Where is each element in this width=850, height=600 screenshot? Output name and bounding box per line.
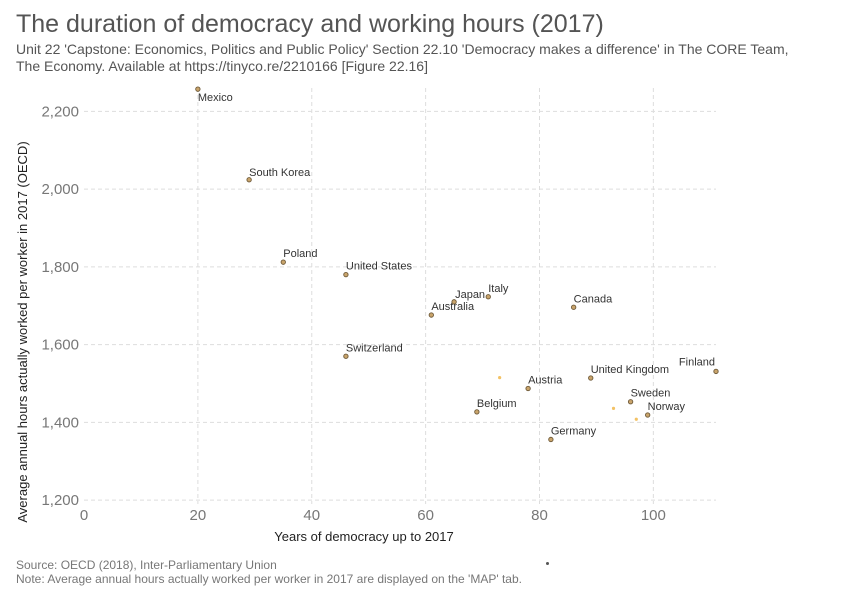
data-point-south-korea <box>246 177 252 183</box>
data-point-canada <box>571 304 577 310</box>
point-label-mexico: Mexico <box>198 92 233 104</box>
y-tick-label: 2,200 <box>41 103 79 120</box>
x-tick-label: 20 <box>190 507 207 524</box>
point-label-finland: Finland <box>679 356 715 368</box>
data-point-norway <box>645 412 651 418</box>
unlabeled-data-point <box>498 376 502 380</box>
grid-lines <box>84 88 716 504</box>
point-label-japan: Japan <box>455 289 485 301</box>
unlabeled-data-point <box>611 406 616 410</box>
point-label-norway: Norway <box>648 401 686 413</box>
footnote: Note: Average annual hours actually work… <box>16 572 522 586</box>
x-tick-label: 80 <box>531 507 548 524</box>
unlabeled-data-point <box>634 417 638 421</box>
source-note: Source: OECD (2018), Inter-Parliamentary… <box>16 558 277 572</box>
data-point-switzerland <box>343 353 349 359</box>
x-axis-label: Years of democracy up to 2017 <box>274 529 453 544</box>
data-point-australia <box>428 312 434 318</box>
chart-title: The duration of democracy and working ho… <box>16 10 604 38</box>
chart-subtitle-line-2: The Economy. Available at https://tinyco… <box>16 58 428 74</box>
point-label-australia: Australia <box>431 301 475 313</box>
data-point-italy <box>485 294 491 300</box>
footer-dot-marker <box>546 562 549 565</box>
x-tick-label: 60 <box>417 507 434 524</box>
data-point-finland <box>713 368 719 375</box>
point-label-canada: Canada <box>574 293 613 305</box>
point-label-united-states: United States <box>346 261 413 273</box>
axis-tick-labels: 0 20 40 60 80 100 1,200 1,400 1,600 1,800 2,000 2,2… <box>41 103 665 524</box>
data-point-united-kingdom <box>588 375 594 381</box>
x-tick-label: 40 <box>303 507 320 524</box>
point-label-germany: Germany <box>551 425 597 437</box>
data-point-sweden <box>627 399 634 405</box>
x-tick-label: 0 <box>80 507 88 524</box>
point-label-switzerland: Switzerland <box>346 342 403 354</box>
point-label-poland: Poland <box>283 248 317 260</box>
y-axis-label: Average annual hours actually worked per… <box>15 141 30 522</box>
data-point-united-states <box>343 271 349 278</box>
point-label-austria: Austria <box>528 375 563 387</box>
x-tick-label: 100 <box>641 507 666 524</box>
y-tick-label: 1,200 <box>41 492 79 509</box>
data-point-germany <box>548 436 554 443</box>
y-tick-label: 1,600 <box>41 337 79 354</box>
y-tick-label: 1,800 <box>41 259 79 276</box>
y-tick-label: 2,000 <box>41 181 79 198</box>
data-point-japan <box>451 299 457 305</box>
point-label-belgium: Belgium <box>477 398 517 410</box>
point-labels: Mexico South Korea Poland United States Japa… <box>198 92 715 437</box>
data-point-austria <box>525 385 531 392</box>
data-point-poland <box>280 259 286 265</box>
y-tick-label: 1,400 <box>41 414 79 431</box>
chart-subtitle-line-1: Unit 22 'Capstone: Economics, Politics a… <box>16 41 789 57</box>
data-point-belgium <box>474 409 480 415</box>
point-label-united-kingdom: United Kingdom <box>591 364 669 376</box>
data-points <box>195 86 719 443</box>
point-label-sweden: Sweden <box>631 388 671 400</box>
point-label-italy: Italy <box>488 283 509 295</box>
point-label-south-korea: South Korea <box>249 167 311 179</box>
data-point-mexico <box>195 86 201 92</box>
